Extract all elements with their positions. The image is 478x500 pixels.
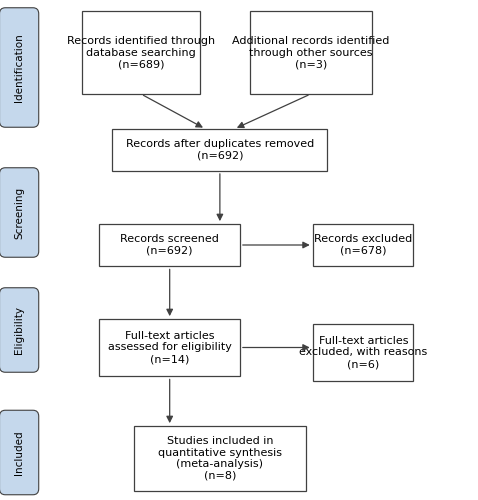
Text: Additional records identified
through other sources
(n=3): Additional records identified through ot… — [232, 36, 390, 69]
FancyBboxPatch shape — [0, 8, 39, 128]
Text: Studies included in
quantitative synthesis
(meta-analysis)
(n=8): Studies included in quantitative synthes… — [158, 436, 282, 481]
Text: Full-text articles
excluded, with reasons
(n=6): Full-text articles excluded, with reason… — [299, 336, 427, 369]
Text: Screening: Screening — [14, 186, 24, 238]
FancyBboxPatch shape — [134, 426, 306, 491]
Text: Eligibility: Eligibility — [14, 306, 24, 354]
FancyBboxPatch shape — [313, 324, 413, 381]
FancyBboxPatch shape — [250, 11, 371, 94]
Text: Records screened
(n=692): Records screened (n=692) — [120, 234, 219, 256]
Text: Records after duplicates removed
(n=692): Records after duplicates removed (n=692) — [126, 139, 314, 161]
FancyBboxPatch shape — [99, 319, 240, 376]
FancyBboxPatch shape — [0, 168, 39, 258]
FancyBboxPatch shape — [0, 410, 39, 495]
Text: Records excluded
(n=678): Records excluded (n=678) — [314, 234, 413, 256]
FancyBboxPatch shape — [112, 129, 327, 171]
FancyBboxPatch shape — [82, 11, 200, 94]
Text: Included: Included — [14, 430, 24, 475]
FancyBboxPatch shape — [313, 224, 413, 266]
Text: Records identified through
database searching
(n=689): Records identified through database sear… — [67, 36, 215, 69]
FancyBboxPatch shape — [0, 288, 39, 372]
Text: Full-text articles
assessed for eligibility
(n=14): Full-text articles assessed for eligibil… — [108, 331, 232, 364]
Text: Identification: Identification — [14, 33, 24, 102]
FancyBboxPatch shape — [99, 224, 240, 266]
